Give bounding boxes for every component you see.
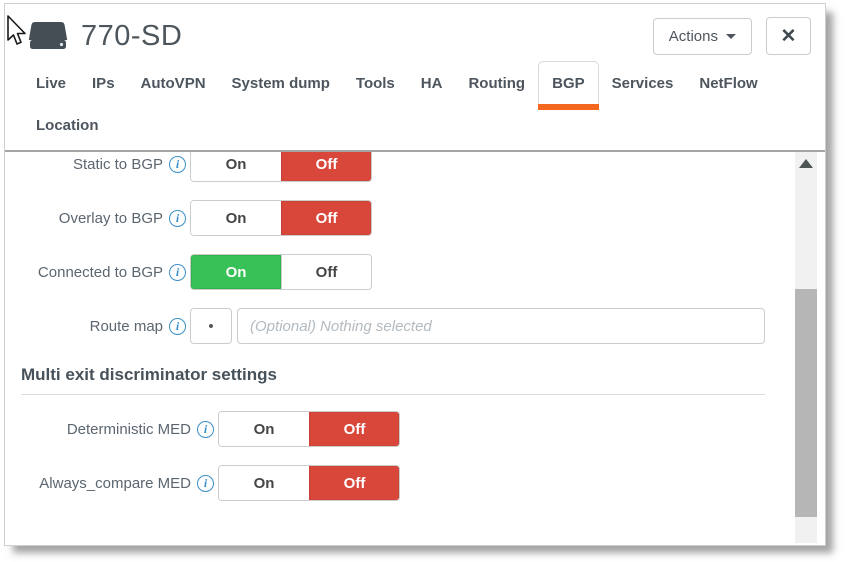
- toggle-on-button[interactable]: On: [219, 466, 309, 500]
- info-icon[interactable]: i: [197, 474, 214, 492]
- deterministic-med-toggle[interactable]: On Off: [218, 411, 400, 447]
- setting-row-overlay-to-bgp: Overlay to BGP i On Off: [5, 200, 765, 236]
- dialog-header: 770-SD Actions ✕: [5, 4, 825, 59]
- toggle-on-button[interactable]: On: [219, 412, 309, 446]
- page-title: 770-SD: [81, 19, 183, 52]
- static-to-bgp-toggle[interactable]: On Off: [190, 152, 372, 182]
- connected-to-bgp-label: Connected to BGP: [37, 263, 163, 281]
- actions-button[interactable]: Actions: [652, 17, 752, 55]
- static-to-bgp-label: Static to BGP: [72, 155, 163, 173]
- tab-autovpn[interactable]: AutoVPN: [140, 74, 206, 92]
- always-compare-med-label: Always_compare MED: [39, 474, 191, 492]
- always-compare-med-toggle[interactable]: On Off: [218, 465, 400, 501]
- setting-row-connected-to-bgp: Connected to BGP i On Off: [5, 254, 765, 290]
- tab-live[interactable]: Live: [36, 74, 67, 92]
- toggle-off-button[interactable]: Off: [281, 255, 371, 289]
- close-icon: ✕: [780, 25, 797, 47]
- tab-location[interactable]: Location: [36, 116, 99, 134]
- scroll-up-arrow[interactable]: [795, 152, 817, 174]
- close-button[interactable]: ✕: [766, 17, 811, 55]
- tab-routing[interactable]: Routing: [468, 74, 526, 92]
- connected-to-bgp-toggle[interactable]: On Off: [190, 254, 372, 290]
- tab-ha[interactable]: HA: [420, 74, 443, 92]
- info-icon[interactable]: i: [169, 263, 186, 281]
- toggle-off-button[interactable]: Off: [309, 466, 399, 500]
- device-dialog: 770-SD Actions ✕ Live IPs AutoVPN System…: [4, 3, 826, 546]
- setting-row-deterministic-med: Deterministic MED i On Off: [5, 411, 765, 447]
- route-map-select[interactable]: [237, 308, 765, 344]
- info-icon[interactable]: i: [169, 209, 186, 227]
- vertical-scrollbar[interactable]: [795, 152, 817, 543]
- toggle-on-button[interactable]: On: [191, 201, 281, 235]
- med-section-rule: [21, 394, 765, 395]
- toggle-off-button[interactable]: Off: [309, 412, 399, 446]
- scrollbar-thumb[interactable]: [795, 289, 817, 517]
- info-icon[interactable]: i: [169, 317, 186, 335]
- tab-ips[interactable]: IPs: [92, 74, 115, 92]
- info-icon[interactable]: i: [169, 155, 186, 173]
- med-section-heading: Multi exit discriminator settings: [21, 365, 277, 384]
- caret-down-icon: [726, 33, 736, 39]
- bgp-settings-panel: Static to BGP i On Off Overlay to BGP i …: [5, 152, 825, 545]
- info-icon[interactable]: i: [197, 420, 214, 438]
- tab-bgp[interactable]: BGP: [538, 61, 599, 110]
- tab-system-dump[interactable]: System dump: [231, 74, 330, 92]
- tab-services[interactable]: Services: [611, 74, 674, 92]
- toggle-off-button[interactable]: Off: [281, 152, 371, 181]
- overlay-to-bgp-toggle[interactable]: On Off: [190, 200, 372, 236]
- tab-netflow[interactable]: NetFlow: [699, 74, 758, 92]
- route-map-bullet-button[interactable]: •: [190, 308, 232, 344]
- device-icon: [28, 22, 68, 49]
- tab-tools[interactable]: Tools: [355, 74, 395, 92]
- actions-label: Actions: [668, 27, 718, 45]
- setting-row-always-compare-med: Always_compare MED i On Off: [5, 465, 765, 501]
- overlay-to-bgp-label: Overlay to BGP: [58, 209, 163, 227]
- toggle-off-button[interactable]: Off: [281, 201, 371, 235]
- tab-bar-row2: Location: [5, 105, 825, 143]
- toggle-on-button[interactable]: On: [191, 152, 281, 181]
- setting-row-static-to-bgp: Static to BGP i On Off: [5, 152, 765, 182]
- deterministic-med-label: Deterministic MED: [66, 420, 191, 438]
- tab-bar: Live IPs AutoVPN System dump Tools HA Ro…: [5, 61, 825, 110]
- tabs-divider: [5, 150, 825, 152]
- toggle-on-button[interactable]: On: [191, 255, 281, 289]
- route-map-label: Route map: [89, 317, 163, 335]
- setting-row-route-map: Route map i •: [5, 308, 765, 344]
